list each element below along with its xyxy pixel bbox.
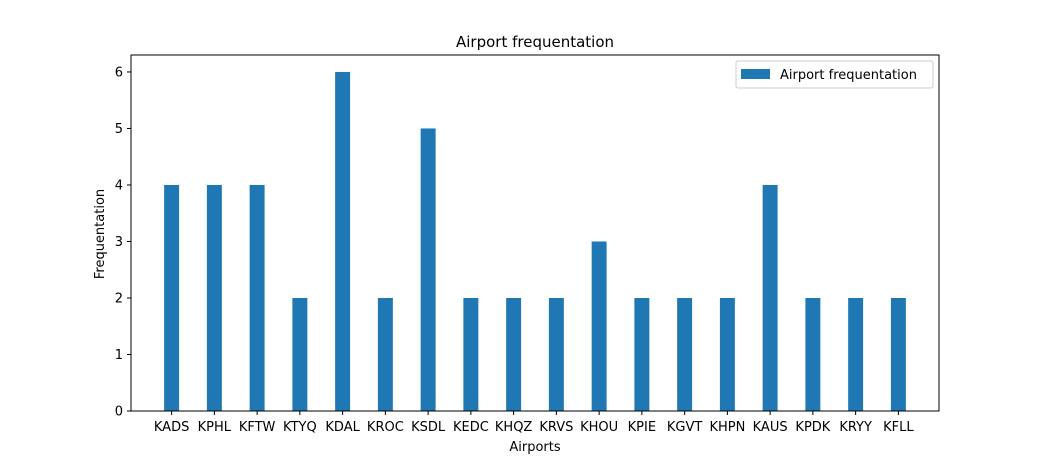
x-tick-label-kroc: KROC: [367, 420, 404, 435]
x-tick-label-khpn: KHPN: [709, 420, 745, 435]
x-axis-label: Airports: [509, 440, 560, 455]
bar-kfll: [890, 297, 906, 411]
bar-ksdl: [420, 128, 436, 411]
x-tick-label-kgvt: KGVT: [667, 420, 702, 435]
bar-khou: [591, 241, 607, 411]
bar-kpie: [634, 297, 650, 411]
legend-swatch: [741, 69, 770, 79]
x-tick-label-kphl: KPHL: [198, 420, 232, 435]
x-tick-label-khou: KHOU: [580, 420, 618, 435]
x-tick-label-khqz: KHQZ: [495, 420, 533, 435]
bar-kdal: [335, 71, 351, 411]
x-tick-label-kpie: KPIE: [628, 420, 656, 435]
x-tick-label-kaus: KAUS: [753, 420, 788, 435]
bar-khqz: [506, 297, 522, 411]
x-tick-label-kfll: KFLL: [883, 420, 914, 435]
y-tick-label-3: 3: [115, 235, 123, 250]
bar-khpn: [719, 297, 735, 411]
bar-kryy: [848, 297, 864, 411]
plot-area: 0 1 2 3 4 5 6 KADS KPHL KFTW KTYQ KDAL KROC KSDL KEDC K…: [115, 54, 940, 435]
plot-frame: [130, 54, 940, 412]
y-tick-label-0: 0: [115, 405, 123, 420]
y-tick-label-6: 6: [115, 65, 123, 80]
bar-kgvt: [677, 297, 693, 411]
bar-krvs: [548, 297, 564, 411]
y-tick-label-4: 4: [115, 178, 123, 193]
bar-kphl: [206, 184, 222, 411]
legend-label: Airport frequentation: [780, 68, 917, 83]
bar-kroc: [377, 297, 393, 411]
y-tick-label-1: 1: [115, 348, 123, 363]
y-tick-label-5: 5: [115, 122, 123, 137]
y-tick-label-2: 2: [115, 291, 123, 306]
legend: Airport frequentation: [735, 60, 934, 89]
bar-kpdk: [805, 297, 821, 411]
x-tick-label-kryy: KRYY: [839, 420, 872, 435]
x-tick-label-krvs: KRVS: [539, 420, 573, 435]
bar-kaus: [762, 184, 778, 411]
bar-kads: [164, 184, 180, 411]
bar-kedc: [463, 297, 479, 411]
x-tick-label-ksdl: KSDL: [411, 420, 446, 435]
chart-title: Airport frequentation: [456, 33, 614, 51]
x-tick-label-kpdk: KPDK: [795, 420, 830, 435]
bar-ktyq: [292, 297, 308, 411]
bar-kftw: [249, 184, 265, 411]
x-tick-label-kdal: KDAL: [325, 420, 360, 435]
y-axis-label: Frequentation: [93, 189, 108, 279]
legend-frame: [735, 60, 934, 89]
x-tick-label-kads: KADS: [154, 420, 189, 435]
x-tick-label-ktyq: KTYQ: [283, 420, 317, 435]
x-tick-label-kftw: KFTW: [239, 420, 276, 435]
x-tick-label-kedc: KEDC: [453, 420, 489, 435]
